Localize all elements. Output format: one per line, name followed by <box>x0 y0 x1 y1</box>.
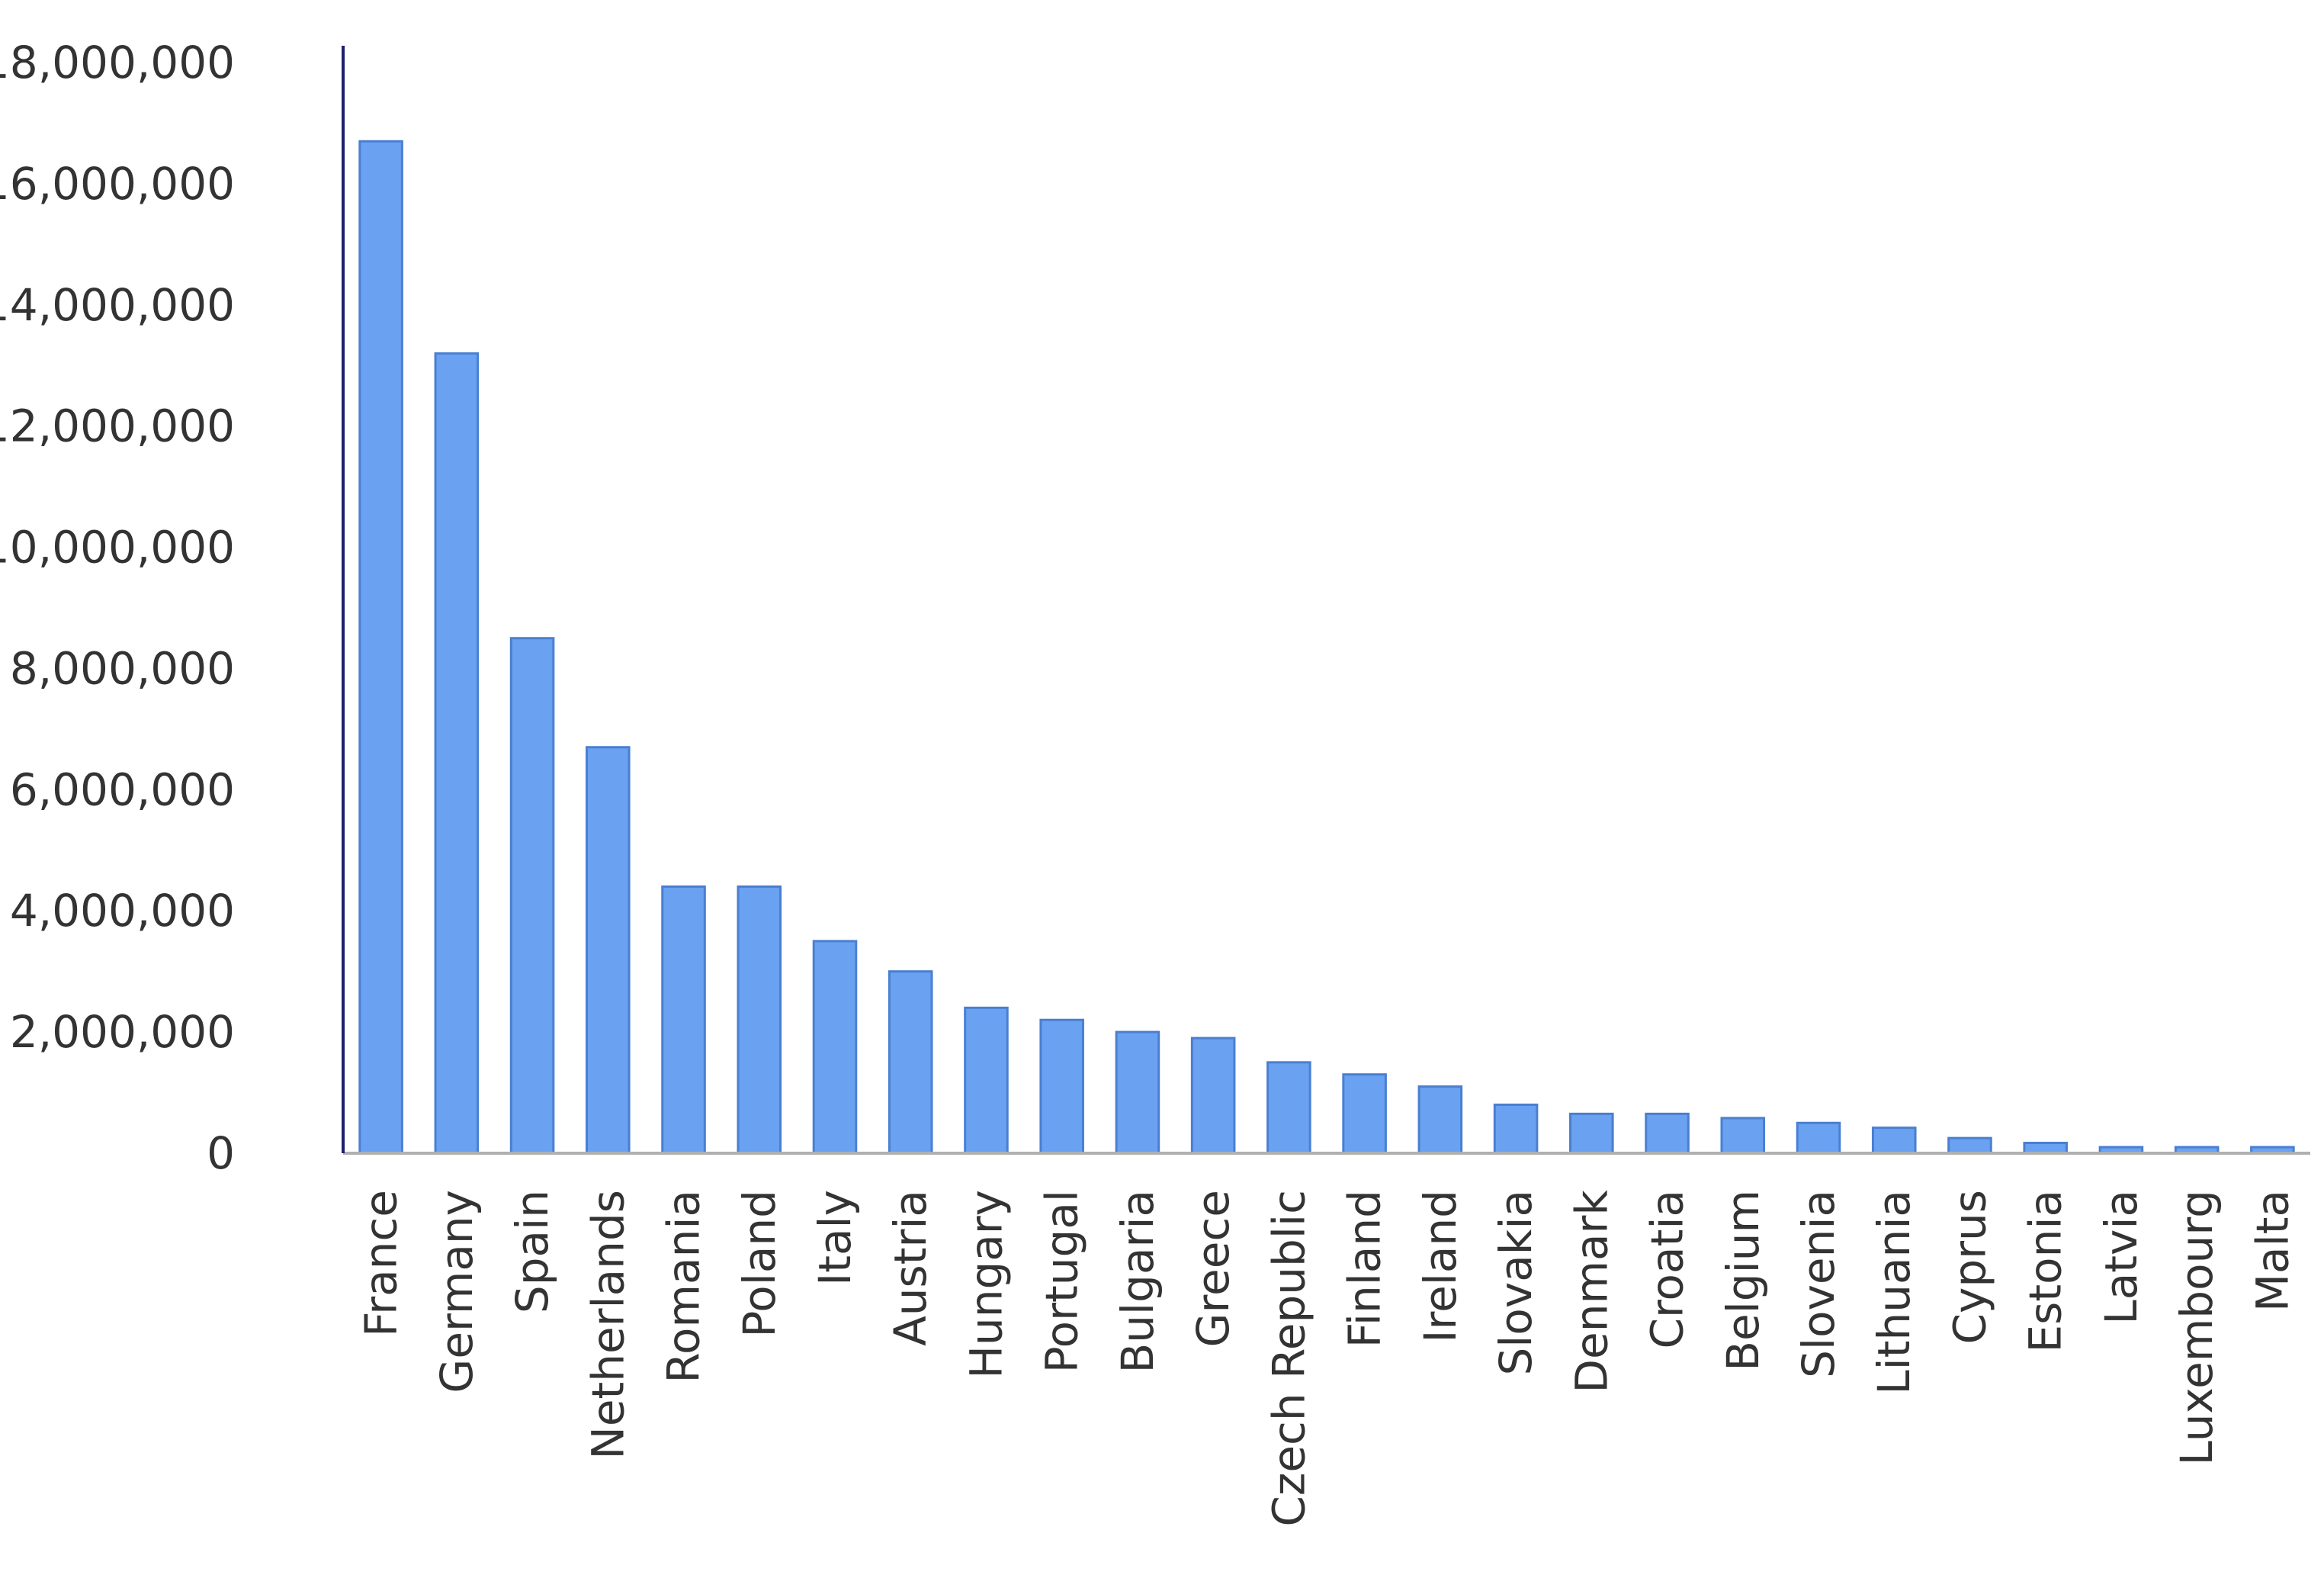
bar-poland <box>737 885 782 1155</box>
x-category-label: Spain <box>506 1190 558 1313</box>
y-tick-label: 4,000,000 <box>10 885 235 937</box>
bar-belgium <box>1720 1117 1766 1155</box>
bar-lithuania <box>1871 1127 1917 1155</box>
x-category-label: Greece <box>1187 1190 1239 1347</box>
x-category-label: Italy <box>809 1190 861 1286</box>
bar-france <box>358 140 403 1155</box>
x-category-label: Estonia <box>2020 1190 2072 1353</box>
bar-italy <box>812 940 858 1155</box>
x-category-label: Finland <box>1339 1190 1391 1348</box>
bar-cyprus <box>1947 1136 1992 1155</box>
x-category-label: Poland <box>733 1190 785 1338</box>
bar-bulgaria <box>1115 1030 1160 1155</box>
x-category-label: Bulgaria <box>1112 1190 1164 1374</box>
bar-finland <box>1342 1073 1387 1155</box>
y-tick-label: 14,000,000 <box>0 279 235 331</box>
bar-ireland <box>1417 1085 1463 1155</box>
x-category-label: France <box>355 1190 407 1337</box>
bar-greece <box>1190 1037 1236 1155</box>
bar-austria <box>888 970 933 1155</box>
x-axis-category-labels: France Germany Spain Netherlands Romania Pola… <box>355 1190 2299 1527</box>
y-tick-label: 16,000,000 <box>0 158 235 210</box>
x-category-label: Austria <box>884 1190 936 1346</box>
bar-hungary <box>964 1006 1009 1155</box>
bars <box>358 140 2295 1155</box>
x-category-label: Portugal <box>1036 1190 1088 1373</box>
x-category-label: Hungary <box>960 1190 1012 1379</box>
y-tick-label: 6,000,000 <box>10 763 235 815</box>
x-category-label: Romania <box>658 1190 710 1384</box>
x-category-label: Latvia <box>2095 1190 2147 1325</box>
bar-denmark <box>1569 1112 1614 1155</box>
y-tick-label: 2,000,000 <box>10 1006 235 1058</box>
x-category-label: Slovakia <box>1490 1190 1542 1376</box>
x-category-label: Ireland <box>1414 1190 1466 1343</box>
y-tick-label: 0 <box>207 1127 235 1179</box>
y-axis-ticks: 0 2,000,000 4,000,000 6,000,000 8,000,000 10,… <box>0 37 235 1179</box>
x-category-label: Germany <box>431 1190 483 1393</box>
x-category-label: Malta <box>2246 1190 2298 1312</box>
bar-croatia <box>1645 1112 1690 1155</box>
x-category-label: Croatia <box>1642 1190 1693 1349</box>
bar-spain <box>509 637 555 1155</box>
bar-slovakia <box>1493 1103 1539 1155</box>
x-category-label: Lithuania <box>1868 1190 1920 1395</box>
x-category-label: Belgium <box>1717 1190 1769 1371</box>
x-category-label: Cyprus <box>1944 1190 1995 1344</box>
bar-romania <box>661 885 706 1155</box>
bar-slovenia <box>1796 1121 1841 1155</box>
bar-portugal <box>1039 1018 1084 1155</box>
y-tick-label: 10,000,000 <box>0 522 235 574</box>
x-category-label: Luxembourg <box>2171 1190 2223 1465</box>
x-category-label: Czech Republic <box>1263 1190 1314 1527</box>
bar-netherlands <box>586 746 631 1155</box>
bar-czech-republic <box>1266 1061 1311 1155</box>
y-tick-label: 18,000,000 <box>0 37 235 88</box>
y-tick-label: 8,000,000 <box>10 642 235 694</box>
x-category-label: Slovenia <box>1793 1190 1844 1378</box>
x-category-label: Netherlands <box>582 1190 634 1460</box>
y-tick-label: 12,000,000 <box>0 400 235 452</box>
bar-germany <box>434 352 480 1155</box>
x-category-label: Denmark <box>1565 1190 1617 1393</box>
bar-estonia <box>2023 1141 2068 1155</box>
